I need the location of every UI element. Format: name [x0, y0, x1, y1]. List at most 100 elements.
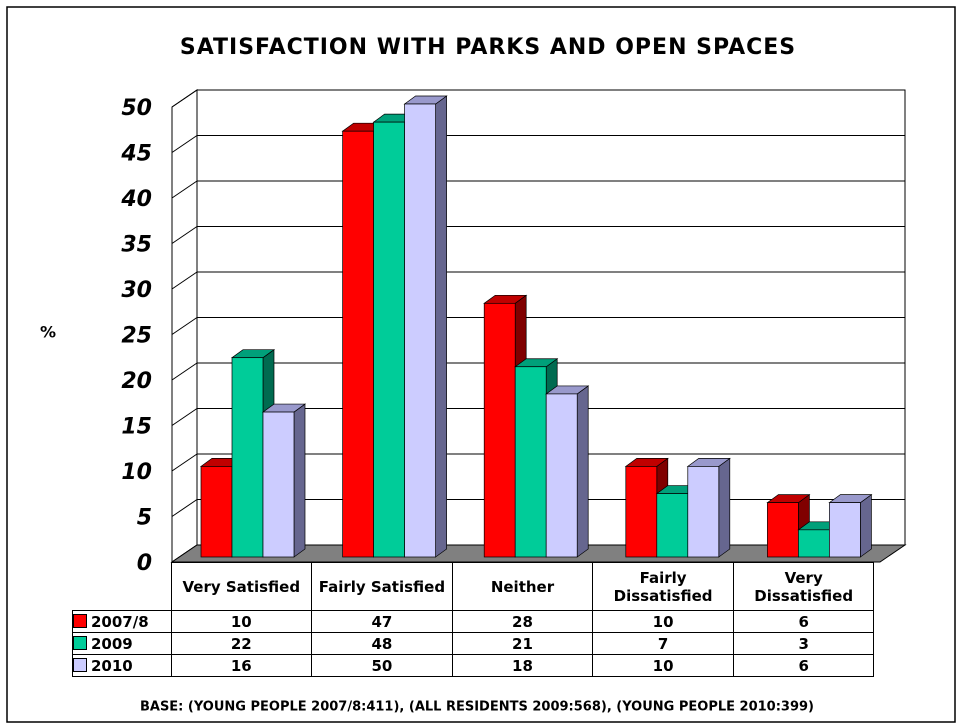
data-label: 21: [451, 632, 594, 655]
grid-line-side: [171, 317, 198, 335]
table-header: Very Satisfied Fairly Satisfied Neither Fai…: [73, 562, 875, 611]
bar: [483, 302, 516, 558]
bar: [829, 502, 861, 558]
y-tick-label: 5: [137, 506, 152, 531]
data-label-text: 3: [798, 634, 809, 653]
data-label-text: 22: [230, 634, 252, 653]
legend-swatch: [73, 635, 87, 650]
data-label: 16: [170, 654, 313, 677]
x-tick-label-text: Fairly Satisfied: [318, 577, 446, 596]
x-tick-label: Very Satisfied: [170, 562, 313, 611]
grid-line-side: [171, 271, 198, 290]
x-tick-label-text: Very Dissatisfied: [754, 568, 854, 605]
frame: [6, 6, 956, 723]
x-tick-label: Neither: [451, 562, 594, 611]
y-tick-label: 20: [121, 369, 152, 394]
bar: [514, 366, 547, 558]
data-label: 10: [170, 610, 313, 633]
bar: [262, 411, 295, 558]
data-label: 10: [592, 610, 734, 633]
legend-swatch: [73, 657, 87, 672]
data-label: 10: [592, 654, 734, 677]
data-label: 6: [732, 654, 875, 677]
x-tick-label: Fairly Satisfied: [311, 562, 453, 611]
bar: [404, 103, 436, 558]
y-tick-label: 10: [121, 460, 152, 485]
data-label-text: 18: [512, 656, 533, 675]
grid-line-side: [171, 453, 198, 472]
grid-line-side: [171, 135, 198, 153]
x-tick-label-text: Fairly Dissatisfied: [613, 568, 713, 605]
data-label-text: 7: [657, 634, 669, 653]
legend-label: 2010: [91, 656, 133, 675]
y-axis-label: %: [40, 323, 56, 342]
table-row: 2010 16 50 18 10 6: [72, 654, 875, 677]
y-tick-label: 30: [121, 278, 152, 303]
bar-side: [718, 457, 731, 558]
bar-side: [860, 493, 872, 558]
bar: [200, 466, 233, 558]
data-label-text: 47: [371, 612, 393, 631]
data-label-text: 16: [230, 656, 252, 675]
bar: [625, 466, 658, 558]
legend-swatch: [73, 613, 87, 628]
legend-entry: 2009: [72, 632, 172, 655]
data-label-text: 48: [371, 634, 393, 653]
grid-line-side: [171, 89, 198, 108]
y-tick-label: 40: [120, 187, 152, 212]
bar: [342, 130, 374, 558]
data-label-text: 6: [798, 612, 809, 631]
data-label-text: 10: [230, 612, 252, 631]
data-label-text: 50: [371, 656, 393, 675]
data-label: 28: [451, 610, 594, 633]
bar-side: [293, 403, 306, 558]
data-label: 3: [732, 632, 875, 655]
corner: [73, 563, 172, 611]
data-label: 22: [170, 632, 313, 655]
x-tick-label-text: Neither: [490, 577, 555, 596]
data-label: 6: [732, 610, 875, 633]
data-label-text: 10: [652, 656, 674, 675]
table-row: 2009 22 48 21 7 3: [72, 632, 875, 655]
bar: [687, 466, 720, 558]
y-tick-label: 0: [137, 551, 152, 576]
legend-entry: 2007/8: [72, 610, 172, 633]
bar: [545, 393, 578, 558]
legend-label: 2007/8: [91, 612, 149, 631]
bar: [656, 493, 689, 558]
grid-line-side: [171, 499, 198, 517]
data-label-text: 21: [512, 634, 533, 653]
data-table: Very Satisfied Fairly Satisfied Neither Fai…: [72, 562, 875, 677]
data-label: 48: [311, 632, 453, 655]
y-tick-label: 50: [121, 96, 152, 121]
chart-title: SATISFACTION WITH PARKS AND OPEN SPACES: [180, 35, 796, 60]
table-row: 2007/8 10 47 28 10 6: [72, 610, 875, 633]
x-tick-label: Very Dissatisfied: [732, 562, 875, 611]
bar: [798, 529, 830, 558]
bar-side: [576, 385, 589, 558]
grid-line-side: [171, 408, 198, 426]
y-tick-label: 15: [121, 415, 152, 440]
bar-side: [435, 95, 447, 558]
y-tick-label: 35: [121, 233, 152, 258]
bar: [231, 357, 264, 558]
data-label-text: 6: [798, 656, 809, 675]
grid-line-side: [171, 180, 198, 199]
grid-line-side: [171, 226, 198, 244]
legend-entry: 2010: [72, 654, 172, 677]
y-tick-label: 45: [120, 142, 152, 167]
data-label: 7: [592, 632, 734, 655]
bar: [373, 121, 405, 558]
footnote: BASE: (YOUNG PEOPLE 2007/8:411), (ALL RE…: [140, 700, 814, 715]
bar: [767, 502, 799, 558]
grid-line-side: [171, 362, 198, 381]
data-label: 47: [311, 610, 453, 633]
x-tick-label: Fairly Dissatisfied: [592, 562, 734, 611]
legend-label: 2009: [91, 634, 133, 653]
data-label: 18: [451, 654, 594, 677]
data-label-text: 10: [652, 612, 674, 631]
y-tick-label: 25: [121, 324, 152, 349]
x-tick-label-text: Very Satisfied: [182, 577, 301, 596]
